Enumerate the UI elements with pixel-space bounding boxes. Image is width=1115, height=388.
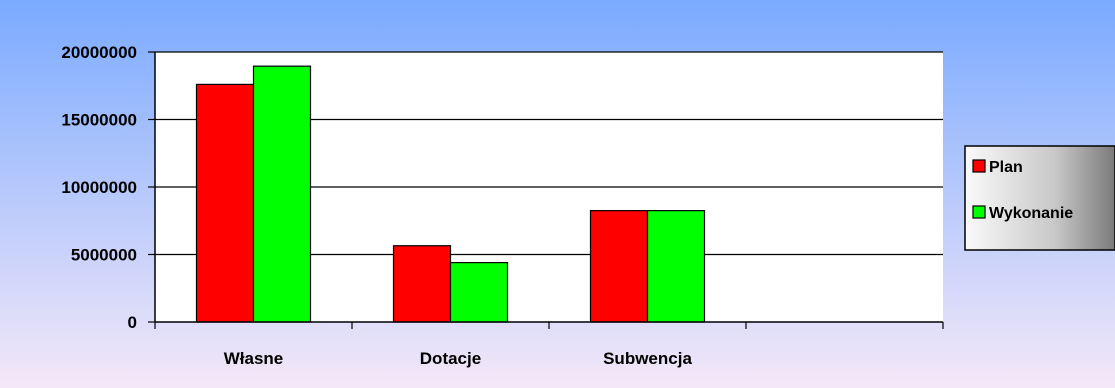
y-tick-labels: 0 5000000 10000000 15000000 20000000: [61, 43, 137, 332]
y-tick-label: 15000000: [61, 111, 137, 130]
x-category-label: Dotacje: [420, 349, 481, 368]
legend: Plan Wykonanie: [964, 145, 1115, 251]
legend-label: Wykonanie: [989, 205, 1073, 222]
legend-box: [964, 145, 1115, 251]
x-category-labels: Własne Dotacje Subwencja: [224, 349, 693, 368]
x-category-label: Własne: [224, 349, 284, 368]
bar-plan-Subwencja: [589, 210, 649, 323]
legend-swatch: [972, 159, 986, 173]
bar-plan-Własne: [195, 83, 255, 323]
y-tick-label: 10000000: [61, 178, 137, 197]
axes: [148, 51, 944, 329]
y-tick-label: 5000000: [71, 246, 137, 265]
bar-plan-Dotacje: [392, 245, 452, 323]
legend-swatch: [972, 205, 986, 219]
bar-wykonanie-Subwencja: [646, 210, 706, 323]
legend-label: Plan: [989, 159, 1023, 176]
bar-wykonanie-Własne: [252, 65, 312, 323]
x-category-label: Subwencja: [603, 349, 692, 368]
y-tick-label: 0: [128, 313, 137, 332]
bar-wykonanie-Dotacje: [449, 262, 509, 323]
y-tick-label: 20000000: [61, 43, 137, 62]
